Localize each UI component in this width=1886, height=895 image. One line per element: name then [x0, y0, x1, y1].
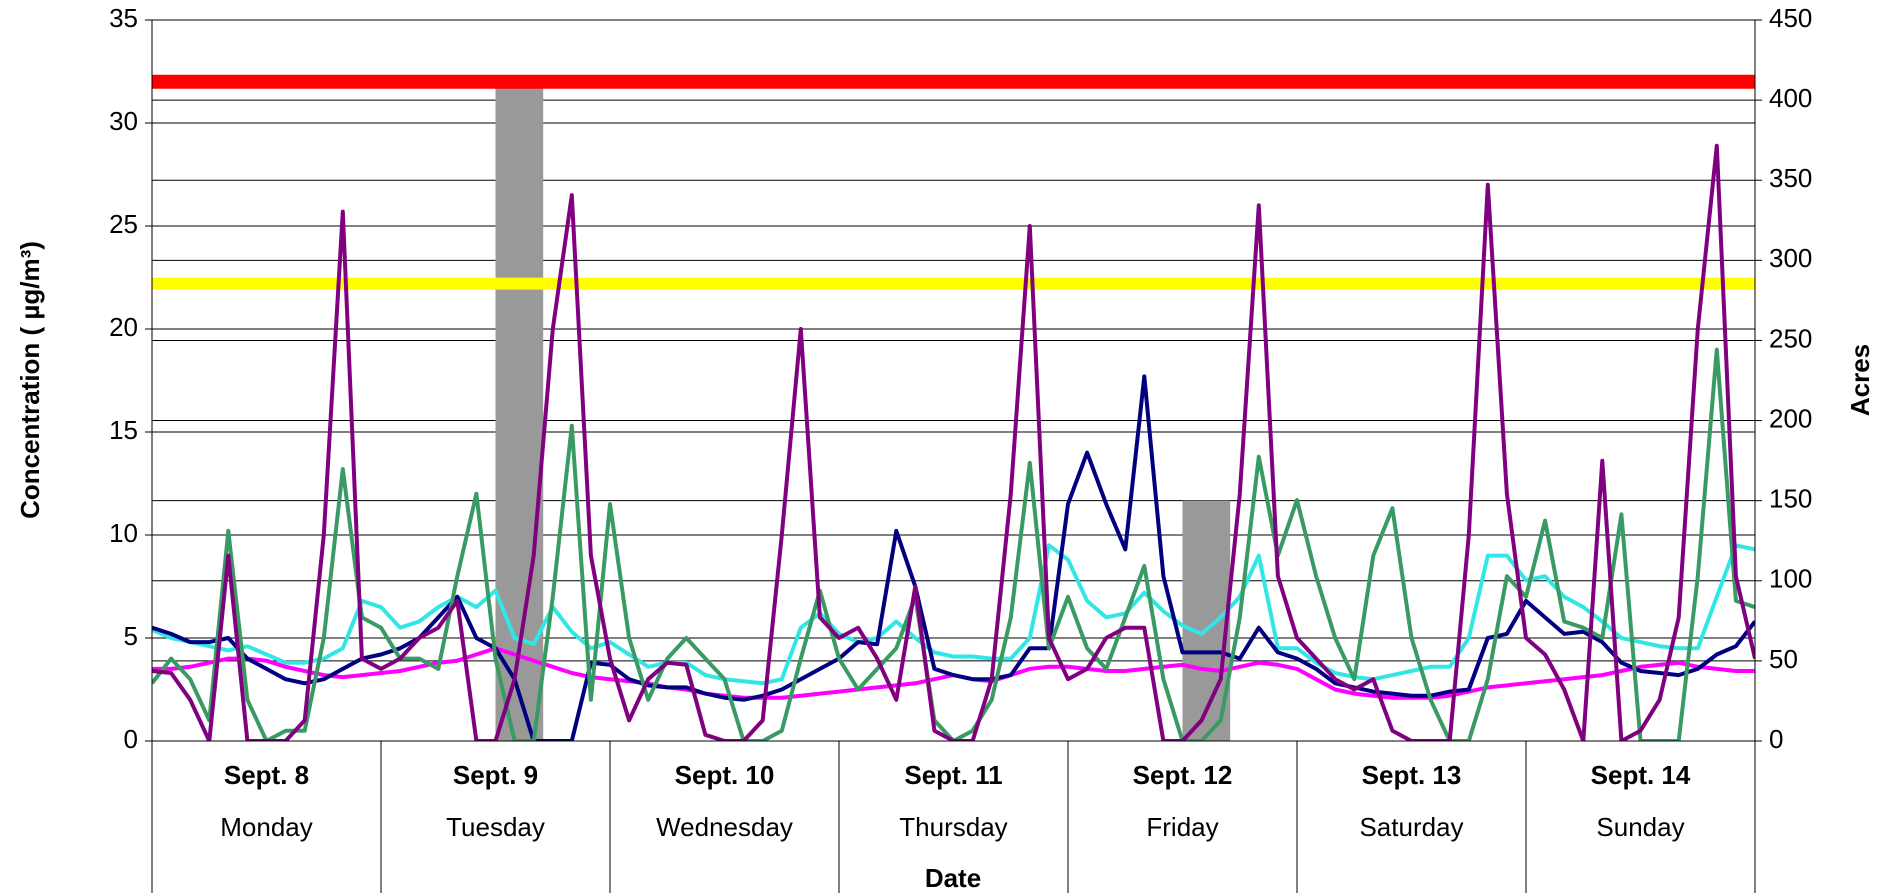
y2-tick-label: 150 — [1769, 484, 1812, 514]
y2-tick-label: 250 — [1769, 323, 1812, 353]
bar — [1182, 500, 1231, 741]
x-tick-label: Sept. 11 — [904, 760, 1002, 790]
x-tick-sublabel: Thursday — [899, 812, 1007, 842]
x-tick-label: Sept. 14 — [1591, 760, 1691, 790]
y2-tick-label: 200 — [1769, 403, 1812, 433]
x-tick-sublabel: Saturday — [1359, 812, 1463, 842]
y-tick-label: 0 — [124, 724, 138, 754]
series-line — [152, 143, 1755, 741]
x-tick-sublabel: Sunday — [1596, 812, 1684, 842]
y-tick-label: 35 — [109, 3, 138, 33]
x-tick-label: Sept. 13 — [1362, 760, 1462, 790]
x-tick-sublabel: Tuesday — [446, 812, 545, 842]
x-tick-sublabel: Wednesday — [656, 812, 793, 842]
x-tick-sublabel: Friday — [1146, 812, 1218, 842]
y2-tick-label: 400 — [1769, 83, 1812, 113]
y-axis-label: Concentration ( µg/m³) — [15, 241, 45, 519]
y-tick-label: 15 — [109, 415, 138, 445]
series-line — [152, 347, 1755, 741]
x-tick-label: Sept. 9 — [453, 760, 538, 790]
y-tick-label: 5 — [124, 621, 138, 651]
series-line — [152, 543, 1755, 686]
y2-tick-label: 450 — [1769, 3, 1812, 33]
y-tick-label: 20 — [109, 312, 138, 342]
y-tick-label: 10 — [109, 518, 138, 548]
y-tick-label: 30 — [109, 106, 138, 136]
x-tick-label: Sept. 8 — [224, 760, 309, 790]
y2-tick-label: 50 — [1769, 644, 1798, 674]
bar — [495, 82, 544, 741]
y2-axis-label: Acres — [1845, 344, 1875, 416]
y2-tick-label: 0 — [1769, 724, 1783, 754]
plot-area — [152, 74, 1755, 741]
y2-tick-label: 100 — [1769, 564, 1812, 594]
x-tick-sublabel: Monday — [220, 812, 313, 842]
y-tick-label: 25 — [109, 209, 138, 239]
x-tick-label: Sept. 10 — [675, 760, 775, 790]
y2-tick-label: 300 — [1769, 243, 1812, 273]
y2-tick-label: 350 — [1769, 163, 1812, 193]
x-tick-label: Sept. 12 — [1133, 760, 1233, 790]
x-axis-label: Date — [925, 863, 981, 893]
